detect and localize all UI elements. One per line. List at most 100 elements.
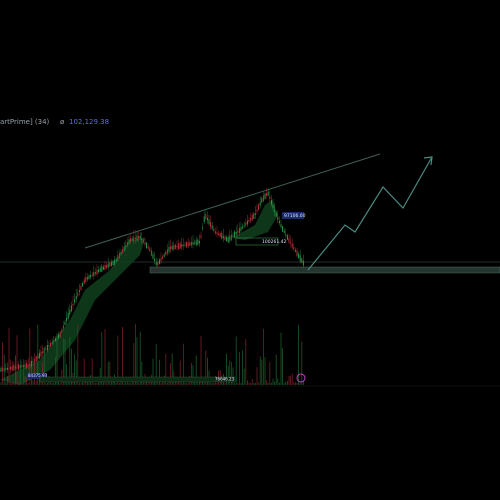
volume-bar: [59, 382, 61, 385]
candle-body: [285, 234, 287, 236]
volume-bar: [117, 335, 119, 385]
volume-bar: [266, 380, 267, 385]
volume-bar: [159, 359, 160, 385]
volume-bar: [123, 382, 125, 385]
candle-body: [158, 259, 160, 265]
candle-body: [115, 258, 117, 262]
volume-bar: [131, 381, 133, 385]
volume-bar: [216, 382, 218, 385]
candle-body: [123, 246, 125, 251]
candle-body: [146, 242, 148, 249]
candle-body: [299, 255, 301, 262]
volume-bar: [283, 382, 285, 385]
volume-bar: [245, 339, 247, 385]
candle-body: [270, 199, 272, 205]
volume-bar: [138, 382, 139, 385]
candle-body: [178, 243, 180, 250]
volume-bar: [165, 353, 167, 385]
volume-bar: [280, 332, 282, 385]
volume-bar: [7, 376, 8, 385]
candle-body: [243, 225, 245, 227]
candle-body: [50, 343, 52, 346]
candle-body: [170, 246, 172, 250]
candle-body: [162, 256, 164, 259]
volume-bar: [63, 338, 64, 385]
trend-line: [84, 153, 381, 249]
candle-body: [242, 226, 244, 229]
volume-bar: [237, 382, 239, 385]
candle-body: [184, 244, 186, 246]
candle-body: [82, 283, 84, 287]
volume-bar: [263, 328, 264, 385]
candle-body: [150, 250, 152, 256]
volume-bar: [170, 363, 171, 385]
volume-bar: [93, 382, 95, 385]
candle-body: [206, 217, 208, 221]
candle-body: [302, 260, 304, 266]
volume-bar: [160, 382, 162, 385]
candle-body: [98, 269, 100, 273]
volume-bar: [47, 382, 48, 385]
candle-body: [187, 242, 189, 247]
candle-body: [237, 230, 239, 233]
volume-bar: [56, 334, 58, 385]
volume-bar: [267, 382, 269, 385]
candle-body: [176, 245, 178, 248]
candle-body: [269, 196, 271, 200]
candle-body: [221, 233, 223, 240]
candle-body: [197, 239, 199, 246]
volume-bar: [15, 355, 16, 385]
volume-bar: [251, 379, 253, 385]
volume-bar: [80, 382, 82, 385]
price-label: 76646.23: [215, 377, 235, 382]
volume-bar: [3, 354, 5, 385]
volume-bar: [234, 382, 235, 385]
candle-body: [234, 231, 236, 238]
candle-body: [293, 247, 295, 250]
volume-bar: [106, 382, 107, 385]
candle-body: [72, 303, 74, 306]
volume-bar: [191, 362, 192, 385]
candle-body: [139, 235, 141, 239]
candle-body: [275, 212, 277, 217]
candle-body: [288, 238, 290, 243]
candle-body: [256, 209, 258, 212]
volume-bar: [139, 331, 141, 385]
volume: [0, 323, 304, 385]
candle-body: [75, 295, 77, 300]
candle-body: [264, 193, 266, 200]
volume-bar: [171, 353, 173, 385]
volume-bar: [210, 382, 211, 385]
candle-body: [69, 309, 71, 315]
candle-body: [51, 341, 53, 344]
volume-bar: [243, 368, 245, 385]
candle-body: [254, 213, 256, 215]
candle-body: [61, 329, 63, 333]
volume-bar: [205, 350, 207, 385]
candle-body: [179, 243, 181, 249]
candle-body: [229, 236, 231, 241]
candle-body: [90, 275, 92, 278]
candle-body: [173, 244, 175, 250]
volume-bar: [199, 380, 200, 385]
volume-bar: [231, 361, 232, 385]
candle-body: [240, 227, 242, 231]
volume-bar: [16, 335, 18, 385]
candle-body: [5, 368, 7, 370]
candle-body: [155, 261, 157, 265]
volume-bar: [187, 382, 189, 385]
volume-bar: [179, 360, 181, 385]
volume-bar: [96, 382, 98, 385]
candle-body: [21, 365, 23, 368]
volume-bar: [128, 382, 130, 385]
candle-body: [122, 249, 124, 253]
candle-body: [106, 265, 108, 268]
volume-bar: [74, 354, 75, 385]
candle-body: [117, 255, 119, 261]
volume-bar: [55, 357, 56, 385]
volume-bar: [95, 382, 96, 385]
volume-bar: [301, 341, 303, 385]
volume-bar: [112, 379, 114, 385]
candle-body: [54, 338, 56, 342]
